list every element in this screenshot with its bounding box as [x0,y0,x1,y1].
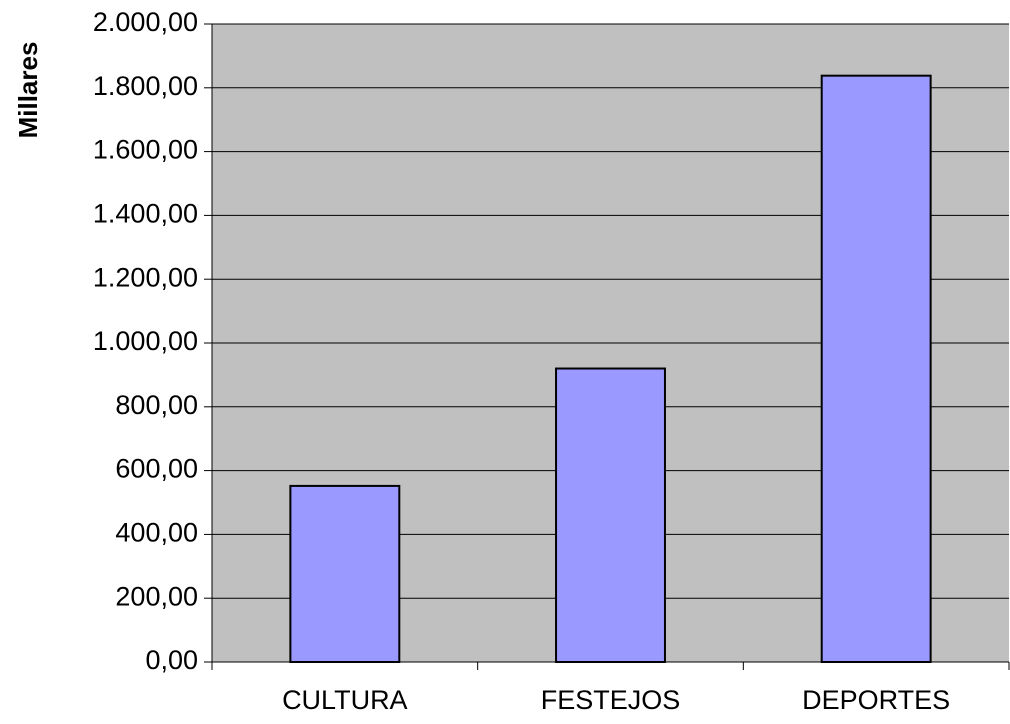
bar [555,367,666,663]
y-tick-label: 1.200,00 [93,262,198,292]
y-tick-label: 1.800,00 [93,71,198,101]
y-tick-label: 2.000,00 [93,7,198,37]
x-tick-label: DEPORTES [802,685,950,715]
bar [820,74,932,664]
y-tick-label: 600,00 [115,454,198,484]
y-tick-label: 400,00 [115,518,198,548]
x-tick-label: FESTEJOS [541,685,681,715]
y-tick-label: 1.600,00 [93,135,198,165]
y-tick-label: 0,00 [145,645,198,675]
y-tick-label: 200,00 [115,581,198,611]
y-tick-label: 1.000,00 [93,326,198,356]
y-tick-label: 800,00 [115,390,198,420]
x-tick-label: CULTURA [282,685,408,715]
bar [289,484,401,663]
y-axis-title: Millares [13,42,43,139]
y-tick-label: 1.400,00 [93,199,198,229]
